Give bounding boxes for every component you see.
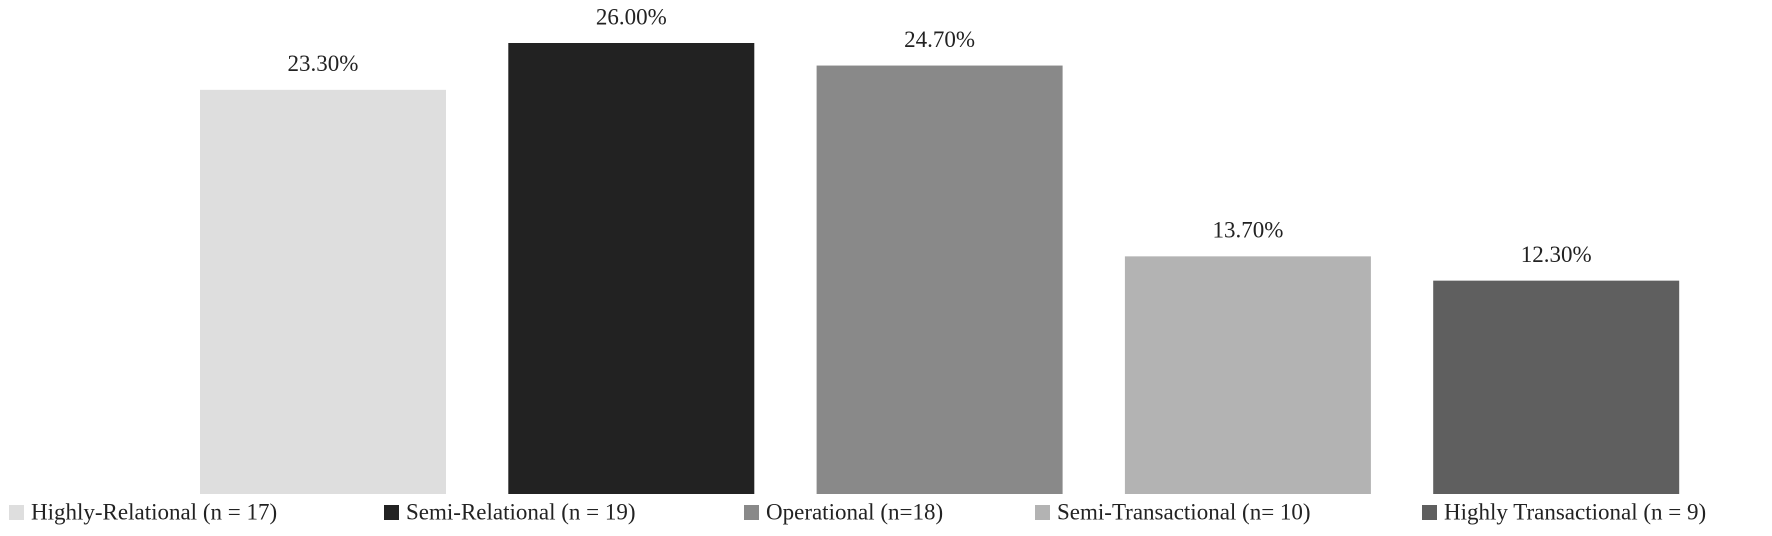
bar xyxy=(1124,256,1371,494)
legend-label: Highly-Relational (n = 17) xyxy=(31,499,277,524)
legend-label: Semi-Relational (n = 19) xyxy=(406,499,636,524)
legend-swatch xyxy=(1035,505,1050,520)
legend-label: Operational (n=18) xyxy=(766,499,943,524)
value-label: 24.70% xyxy=(904,27,975,52)
legend-swatch xyxy=(384,505,399,520)
value-label: 23.30% xyxy=(288,51,359,76)
value-label: 13.70% xyxy=(1212,218,1283,243)
bar xyxy=(816,65,1063,495)
legend-swatch xyxy=(744,505,759,520)
value-label: 12.30% xyxy=(1521,242,1592,267)
bar xyxy=(1433,280,1680,494)
value-label: 26.00% xyxy=(596,4,667,29)
legend-swatch xyxy=(1422,505,1437,520)
bar xyxy=(508,43,755,494)
legend-label: Highly Transactional (n = 9) xyxy=(1444,499,1706,524)
legend-swatch xyxy=(9,505,24,520)
bar xyxy=(200,89,446,494)
legend-label: Semi-Transactional (n= 10) xyxy=(1057,499,1311,524)
